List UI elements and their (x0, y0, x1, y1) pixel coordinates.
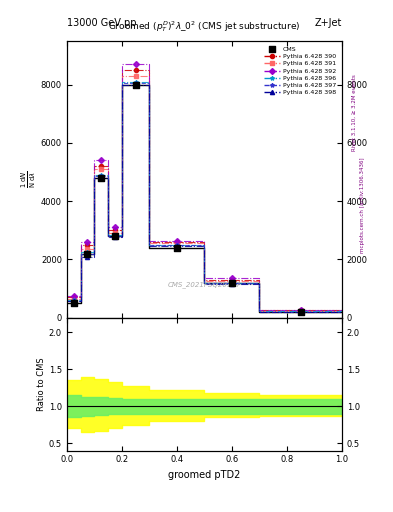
Y-axis label: Ratio to CMS: Ratio to CMS (37, 357, 46, 411)
Y-axis label: $\frac{1}{\mathrm{N}} \frac{\mathrm{d}N}{\mathrm{d}\lambda}$: $\frac{1}{\mathrm{N}} \frac{\mathrm{d}N}… (20, 170, 38, 188)
Text: Rivet 3.1.10, ≥ 3.2M events: Rivet 3.1.10, ≥ 3.2M events (352, 74, 357, 151)
CMS (84, 249, 91, 258)
CMS (112, 232, 118, 240)
CMS (229, 279, 235, 287)
Legend: CMS, Pythia 6.428 390, Pythia 6.428 391, Pythia 6.428 392, Pythia 6.428 396, Pyt: CMS, Pythia 6.428 390, Pythia 6.428 391,… (262, 44, 339, 98)
CMS (71, 299, 77, 307)
Text: Groomed $(p_T^D)^2\lambda\_0^2$ (CMS jet substructure): Groomed $(p_T^D)^2\lambda\_0^2$ (CMS jet… (108, 19, 301, 34)
Text: CMS_2021FSQ20187: CMS_2021FSQ20187 (168, 281, 241, 288)
Text: mcplots.cern.ch [arXiv:1306.3436]: mcplots.cern.ch [arXiv:1306.3436] (360, 157, 365, 252)
Text: 13000 GeV pp: 13000 GeV pp (67, 18, 136, 28)
CMS (98, 174, 105, 182)
CMS (132, 80, 139, 89)
X-axis label: groomed pTD2: groomed pTD2 (168, 470, 241, 480)
CMS (298, 308, 304, 316)
CMS (174, 244, 180, 252)
Text: Z+Jet: Z+Jet (314, 18, 342, 28)
